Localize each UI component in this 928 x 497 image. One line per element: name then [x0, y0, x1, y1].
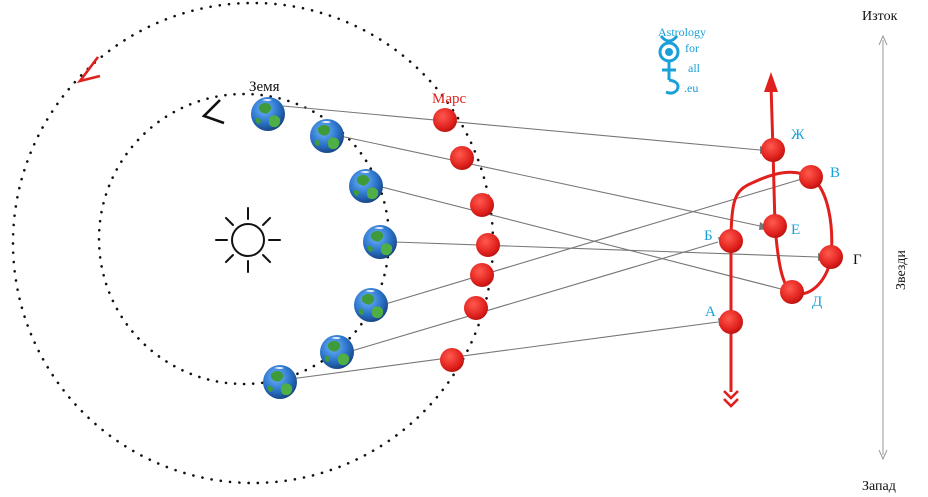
- mars-position-4: [476, 233, 500, 257]
- logo: Astrology for all .eu: [658, 25, 706, 95]
- mars-position-2: [464, 296, 488, 320]
- apparent-path: [719, 72, 843, 408]
- mars-orbit-direction-icon: [76, 56, 101, 84]
- east-label: Изток: [862, 9, 898, 24]
- mars-positions: [433, 108, 500, 372]
- logo-line-2: for: [685, 41, 699, 55]
- sun-icon: [215, 207, 281, 273]
- logo-line-4: .eu: [684, 81, 698, 95]
- letter-b: Б: [704, 228, 713, 244]
- path-point-g: [819, 245, 843, 269]
- letter-d: Д: [812, 294, 822, 310]
- earth-orbit-direction-icon: [201, 99, 225, 125]
- mars-position-1: [440, 348, 464, 372]
- path-tail-icon: [723, 390, 739, 408]
- logo-line-1: Astrology: [658, 25, 706, 39]
- earth-position-7: [251, 97, 285, 131]
- earth-position-1: [263, 365, 297, 399]
- mars-position-7: [433, 108, 457, 132]
- mercury-symbol-icon: [658, 35, 680, 95]
- earth-position-2: [320, 335, 354, 369]
- path-point-e: [763, 214, 787, 238]
- path-point-v: [799, 165, 823, 189]
- logo-line-3: all: [688, 61, 701, 75]
- mars-position-6: [450, 146, 474, 170]
- earth-position-5: [349, 169, 383, 203]
- earth-position-3: [354, 288, 388, 322]
- path-arrowhead-icon: [764, 72, 778, 92]
- axis-arrow-up-icon: [878, 34, 888, 46]
- letter-e: Е: [791, 222, 800, 238]
- west-label: Запад: [862, 479, 896, 494]
- earth-position-4: [363, 225, 397, 259]
- letter-zh: Ж: [791, 127, 805, 143]
- path-point-a: [719, 310, 743, 334]
- path-point-b: [719, 229, 743, 253]
- letter-v: В: [830, 165, 840, 181]
- letter-a: А: [705, 304, 716, 320]
- path-point-zh: [761, 138, 785, 162]
- mars-position-3: [470, 263, 494, 287]
- earth-position-6: [310, 119, 344, 153]
- axis-arrow-down-icon: [878, 449, 888, 461]
- path-point-d: [780, 280, 804, 304]
- east-west-axis: [878, 34, 888, 461]
- path-letters: А Б В Г Д Е Ж: [704, 127, 862, 320]
- stars-label: Звезди: [894, 250, 909, 290]
- earth-positions: [251, 97, 397, 399]
- mars-position-5: [470, 193, 494, 217]
- mars-label: Марс: [432, 91, 466, 107]
- letter-g: Г: [853, 252, 862, 268]
- earth-label: Земя: [249, 79, 280, 95]
